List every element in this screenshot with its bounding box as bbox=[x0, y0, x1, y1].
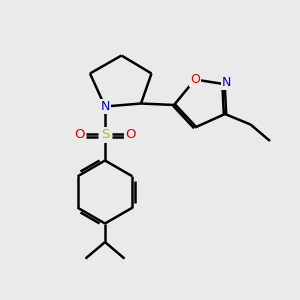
Text: N: N bbox=[100, 100, 110, 113]
Text: N: N bbox=[222, 76, 231, 89]
Text: O: O bbox=[125, 128, 136, 142]
Text: S: S bbox=[101, 128, 109, 142]
Text: O: O bbox=[190, 73, 200, 86]
Text: O: O bbox=[74, 128, 85, 142]
